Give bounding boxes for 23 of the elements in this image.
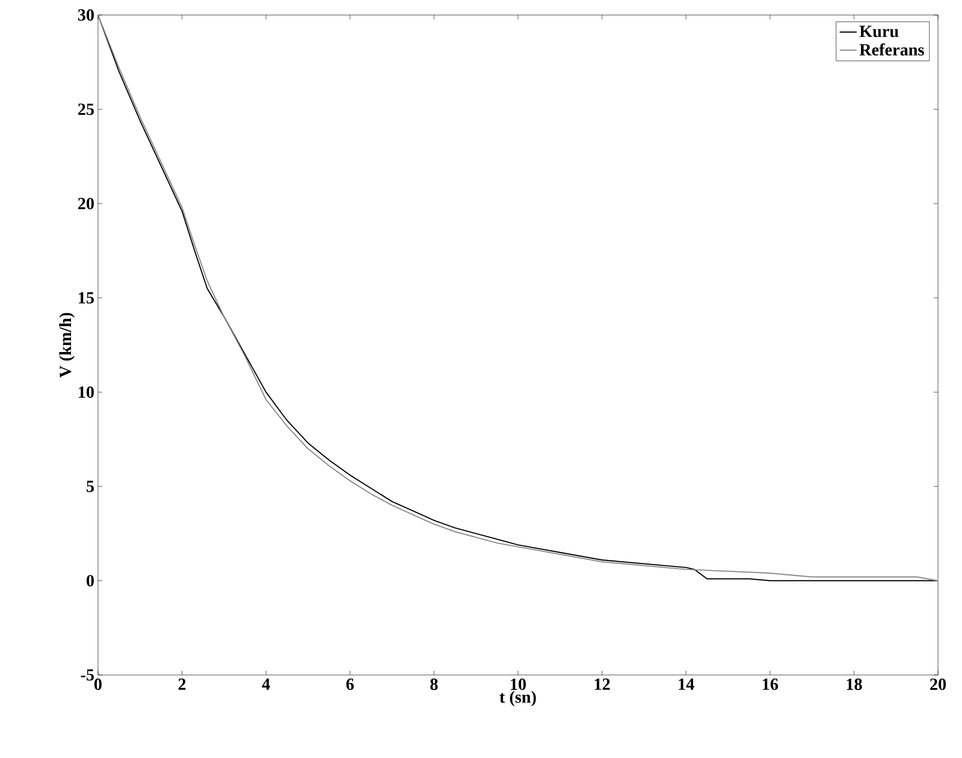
x-tick-label: 0: [94, 678, 102, 690]
x-tick-label: 4: [262, 678, 270, 690]
x-tick-label: 2: [178, 678, 186, 690]
x-tick-label: 6: [346, 678, 354, 690]
x-tick-label: 10: [510, 678, 526, 690]
y-tick-label: -5: [80, 669, 94, 681]
y-tick-label: 15: [78, 292, 94, 304]
y-tick-label: 0: [86, 574, 94, 586]
x-tick-label: 18: [846, 678, 862, 690]
legend-label: Referans: [860, 43, 924, 56]
x-tick-label: 12: [594, 678, 610, 690]
x-tick-label: 8: [430, 678, 438, 690]
y-tick-label: 25: [78, 104, 94, 115]
y-tick-label: 20: [78, 198, 94, 210]
legend-label: Kuru: [860, 26, 898, 38]
y-tick-label: 5: [86, 480, 94, 492]
x-axis-title: t (sn): [500, 690, 536, 706]
x-tick-label: 20: [930, 678, 946, 690]
x-tick-label: 14: [678, 678, 694, 690]
x-tick-label: 16: [762, 678, 778, 690]
y-tick-label: 30: [78, 9, 94, 21]
y-axis-title: V (km/h): [59, 312, 75, 378]
y-tick-label: 10: [78, 386, 94, 398]
